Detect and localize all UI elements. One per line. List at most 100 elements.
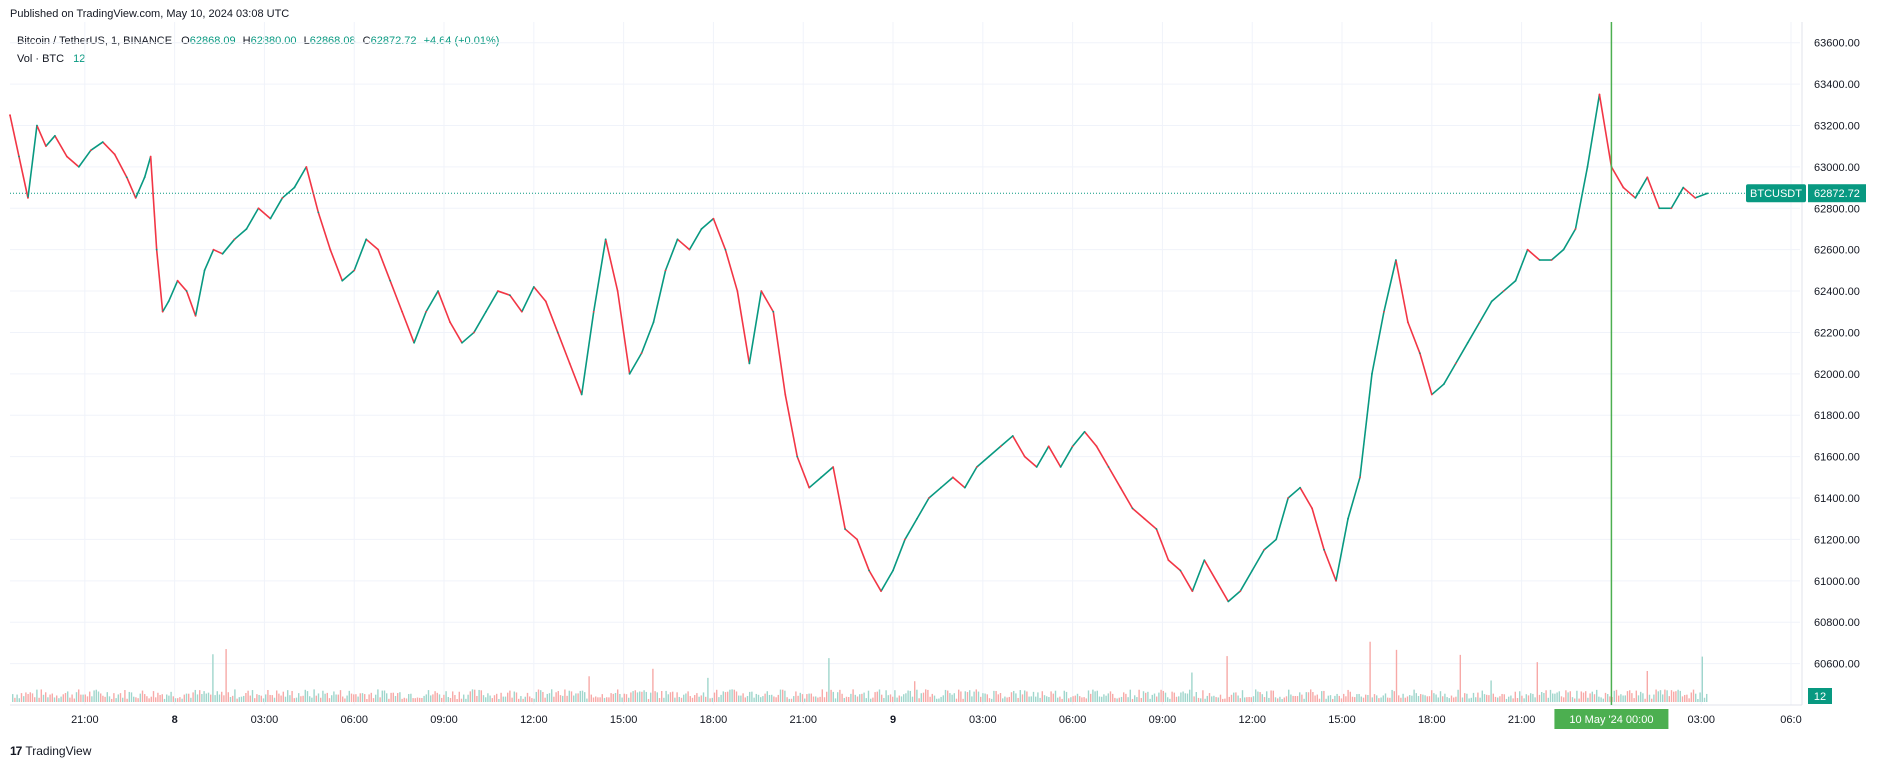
volume-bar — [366, 698, 368, 702]
price-point — [305, 165, 308, 168]
volume-bar — [498, 698, 500, 702]
volume-bar — [130, 692, 133, 702]
volume-bar — [232, 695, 234, 702]
volume-bar — [421, 697, 423, 702]
volume-bar — [911, 696, 914, 702]
price-segment — [221, 238, 236, 255]
price-point — [1430, 393, 1433, 396]
volume-bar — [1301, 694, 1303, 702]
high-label: H — [242, 35, 251, 47]
volume-bar — [584, 692, 586, 702]
volume-bar — [1303, 698, 1305, 702]
volume-bar — [493, 695, 496, 702]
volume-bar — [804, 698, 806, 702]
volume-bar — [223, 695, 225, 702]
price-segment — [1551, 249, 1565, 261]
volume-bar — [1222, 698, 1224, 702]
price-point — [951, 476, 954, 479]
volume-bar — [850, 693, 852, 702]
volume-bar — [1670, 690, 1673, 702]
volume-bar — [205, 693, 207, 702]
x-tick-label: 21:00 — [1508, 714, 1536, 726]
y-tick-label: 63200.00 — [1814, 120, 1860, 132]
volume-bar — [969, 690, 971, 702]
price-point — [1179, 569, 1182, 572]
volume-bar — [1043, 695, 1046, 702]
volume-bar — [84, 694, 86, 702]
y-tick-label: 62600.00 — [1814, 245, 1860, 257]
volume-bar — [441, 697, 443, 702]
volume-bar — [139, 693, 141, 702]
volume-bar — [738, 695, 740, 702]
volume-bar — [168, 695, 170, 702]
volume-bar — [1541, 692, 1543, 702]
volume-bar — [641, 691, 643, 702]
volume-bar — [309, 696, 311, 702]
volume-bar — [861, 693, 863, 702]
price-point — [832, 466, 835, 468]
volume-bar — [225, 649, 227, 702]
volume-bar — [1400, 697, 1402, 702]
volume-bar — [1171, 691, 1173, 702]
volume-bar — [1006, 697, 1008, 702]
volume-bar — [1235, 692, 1237, 702]
volume-bar — [1604, 692, 1607, 702]
volume-bar — [623, 693, 625, 702]
volume-bar — [1424, 695, 1426, 702]
volume-bar — [335, 694, 337, 702]
volume-bar — [942, 695, 944, 702]
volume-bar — [260, 695, 262, 702]
volume-bar — [216, 691, 218, 702]
volume-bar — [1046, 696, 1048, 702]
volume-bar — [876, 691, 878, 702]
price-segment — [772, 311, 787, 395]
volume-bar — [1532, 693, 1534, 702]
volume-bar — [1494, 696, 1497, 702]
volume-bar — [1706, 693, 1708, 702]
volume-bar — [786, 697, 788, 702]
volume-bar — [764, 693, 766, 702]
volume-bar — [106, 692, 108, 702]
volume-bar — [1439, 691, 1442, 702]
price-segment — [904, 518, 918, 540]
volume-bar — [342, 696, 344, 702]
volume-bar — [639, 691, 641, 702]
volume-bar — [1191, 672, 1193, 702]
volume-bar — [1182, 691, 1184, 702]
price-segment — [1012, 435, 1026, 458]
price-point — [1514, 279, 1517, 282]
volume-bar — [247, 690, 249, 702]
volume-bar — [1169, 698, 1171, 702]
volume-bar — [452, 691, 454, 702]
price-point — [9, 114, 11, 117]
volume-bar — [1514, 691, 1516, 702]
volume-bar — [1395, 649, 1398, 702]
volume-bar — [947, 690, 949, 702]
price-segment — [185, 290, 197, 317]
volume-bar — [1230, 694, 1233, 702]
volume-bar — [34, 697, 36, 702]
volume-bar — [36, 689, 38, 702]
price-point — [796, 455, 799, 458]
volume-bar — [31, 693, 34, 702]
price-point — [203, 269, 206, 272]
price-segment — [305, 166, 320, 213]
volume-bar — [1437, 697, 1439, 702]
price-segment — [377, 249, 391, 281]
volume-bar — [1560, 696, 1563, 702]
price-point — [568, 362, 571, 365]
volume-bar — [1688, 698, 1690, 702]
volume-bar — [663, 697, 665, 702]
volume-bar — [1103, 694, 1105, 702]
price-segment — [1407, 321, 1421, 354]
price-point — [724, 248, 727, 251]
price-point — [1598, 93, 1601, 96]
volume-bar — [49, 694, 51, 702]
volume-bar — [1334, 695, 1336, 702]
volume-bar — [1356, 694, 1358, 702]
price-segment — [569, 363, 583, 395]
volume-bar — [1186, 693, 1189, 702]
price-point — [1155, 528, 1158, 530]
volume-bar — [1061, 698, 1063, 702]
